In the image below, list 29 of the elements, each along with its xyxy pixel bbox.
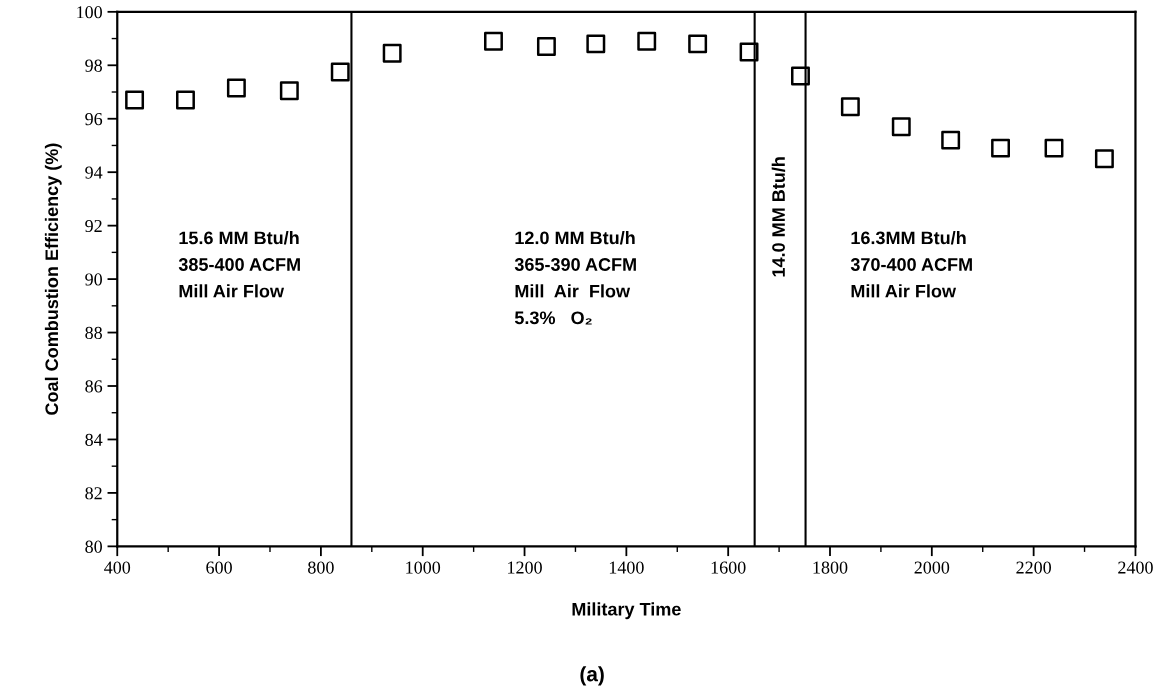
x-tick-label: 600 [206,561,232,574]
x-tick-label: 1800 [813,561,848,574]
x-axis-title: Military Time [572,602,681,620]
y-tick-label: 84 [85,433,103,446]
x-tick-label: 400 [104,561,131,574]
y-tick-label: 100 [77,6,102,19]
annotation: 15.6 MM Btu/h 385-400 ACFM Mill Air Flow [178,230,300,298]
x-tick-label: 1200 [508,561,542,574]
y-axis-title: Coal Combustion Efficiency (%) [44,143,62,415]
x-tick-label: 800 [308,561,334,574]
x-tick-label: 1000 [406,561,441,574]
y-tick-label: 92 [85,219,102,233]
y-tick-label: 90 [85,273,102,286]
y-tick-label: 94 [85,166,103,179]
x-tick-label: 1400 [609,561,644,574]
x-tick-label: 2400 [1118,561,1153,574]
x-tick-label: 2000 [914,561,950,574]
x-tick-label: 1600 [711,561,746,574]
annotation: 14.0 MM Btu/h [771,157,786,277]
y-tick-label: 98 [85,59,102,72]
y-tick-label: 88 [85,326,102,339]
x-tick-label: 2200 [1016,561,1052,574]
text: (a) [580,666,604,686]
annotation: 16.3MM Btu/h 370-400 ACFM Mill Air Flow [850,230,972,298]
y-tick-label: 80 [85,540,102,553]
y-tick-label: 86 [85,380,103,393]
annotation: 12.0 MM Btu/h 365-390 ACFM Mill Air Flow 5.3% O₂ [514,230,636,325]
y-tick-label: 82 [85,487,102,500]
y-tick-label: 96 [85,113,103,126]
